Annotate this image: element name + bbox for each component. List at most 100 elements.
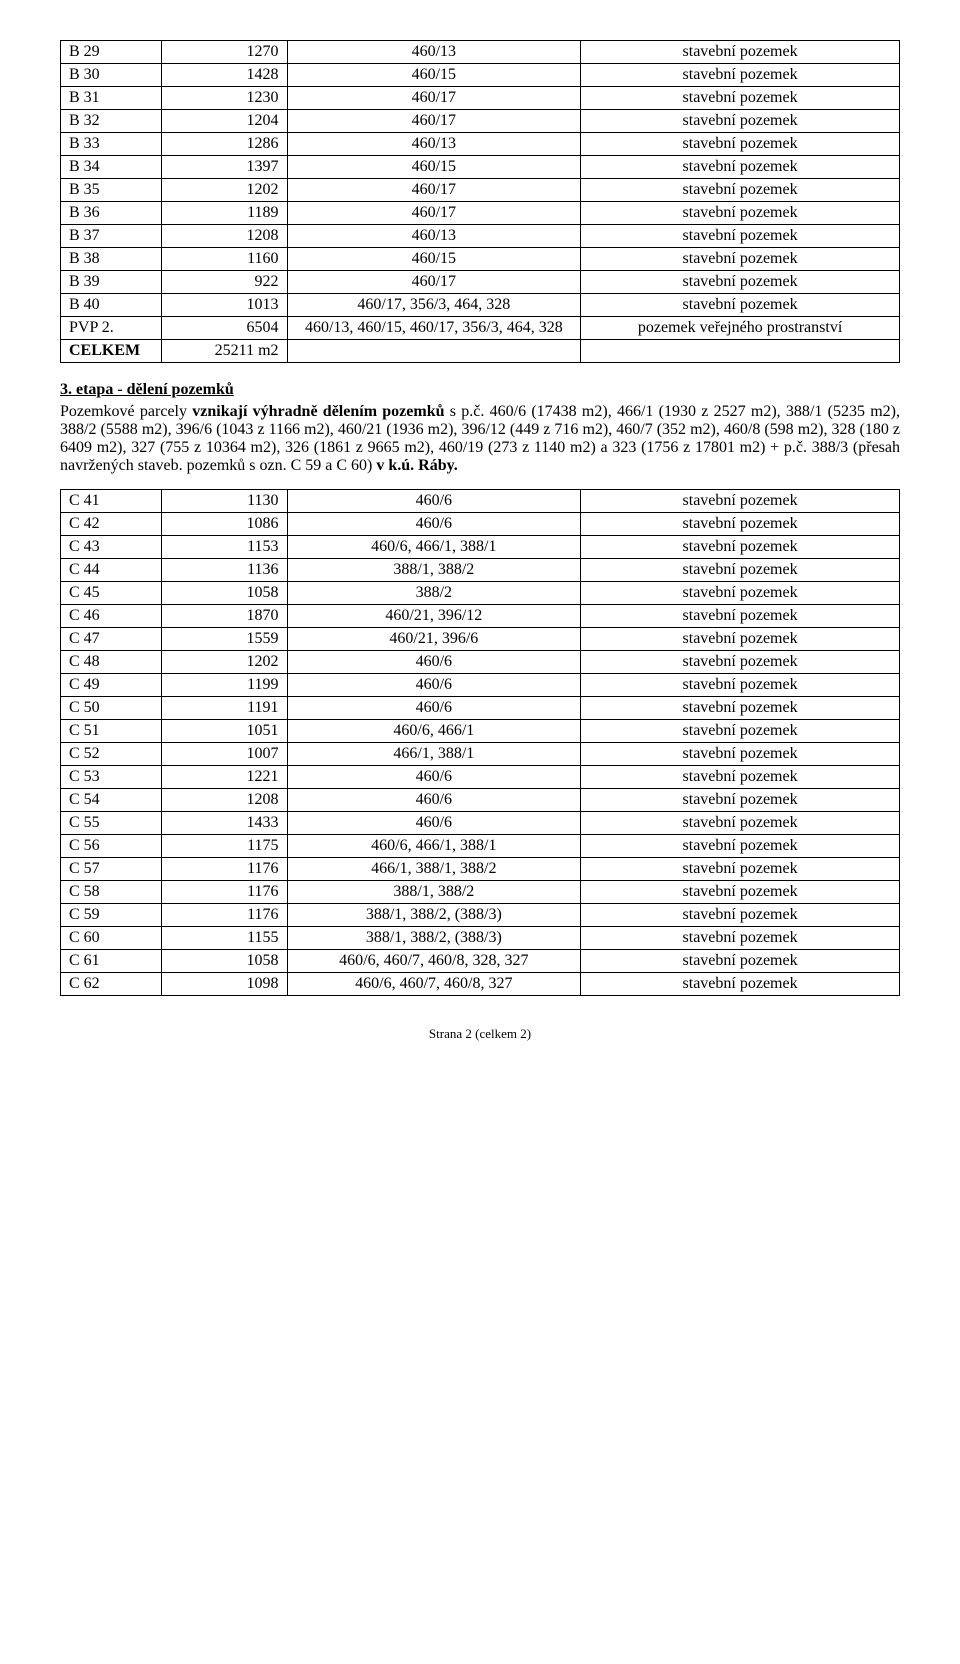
table-cell: C 58 <box>61 881 162 904</box>
table-cell: C 47 <box>61 628 162 651</box>
table-cell: C 53 <box>61 766 162 789</box>
table-cell: stavební pozemek <box>581 64 900 87</box>
table-cell: 1007 <box>161 743 287 766</box>
table-row: B 381160460/15stavební pozemek <box>61 248 900 271</box>
section-body: Pozemkové parcely vznikají výhradně děle… <box>60 403 900 475</box>
table-cell: 1160 <box>161 248 287 271</box>
table-cell: C 50 <box>61 697 162 720</box>
table-cell: stavební pozemek <box>581 674 900 697</box>
table-cell: 388/1, 388/2, (388/3) <box>287 927 581 950</box>
table-cell: 1130 <box>161 490 287 513</box>
table-cell: 460/6 <box>287 513 581 536</box>
table-cell: C 59 <box>61 904 162 927</box>
table-cell: C 55 <box>61 812 162 835</box>
table-row: B 321204460/17stavební pozemek <box>61 110 900 133</box>
table-cell: 460/13 <box>287 41 581 64</box>
table-cell: 1098 <box>161 973 287 996</box>
table-cell: stavební pozemek <box>581 950 900 973</box>
table-cell: B 36 <box>61 202 162 225</box>
table-cell: stavební pozemek <box>581 904 900 927</box>
table-cell: 388/1, 388/2 <box>287 881 581 904</box>
table-cell: 460/6 <box>287 697 581 720</box>
table-cell: B 37 <box>61 225 162 248</box>
table-cell: 460/13 <box>287 133 581 156</box>
table-cell: stavební pozemek <box>581 490 900 513</box>
table-row: B 39922460/17stavební pozemek <box>61 271 900 294</box>
table-cell: 460/17 <box>287 271 581 294</box>
table-cell: 1176 <box>161 881 287 904</box>
table-cell: 460/15 <box>287 64 581 87</box>
table-cell: C 46 <box>61 605 162 628</box>
table-cell: 460/17 <box>287 202 581 225</box>
table-cell: C 45 <box>61 582 162 605</box>
table-cell: stavební pozemek <box>581 536 900 559</box>
table-cell: 1286 <box>161 133 287 156</box>
table-cell: 460/6 <box>287 789 581 812</box>
table-row: C 481202460/6stavební pozemek <box>61 651 900 674</box>
table-cell: 1433 <box>161 812 287 835</box>
table-cell: 1397 <box>161 156 287 179</box>
table-cell: C 61 <box>61 950 162 973</box>
table-cell: 460/15 <box>287 156 581 179</box>
table-row: C 621098460/6, 460/7, 460/8, 327stavební… <box>61 973 900 996</box>
table-row: C 521007466/1, 388/1stavební pozemek <box>61 743 900 766</box>
table-cell: C 43 <box>61 536 162 559</box>
table-cell: stavební pozemek <box>581 835 900 858</box>
table-row: C 431153460/6, 466/1, 388/1stavební poze… <box>61 536 900 559</box>
table-cell: stavební pozemek <box>581 248 900 271</box>
table-cell: 1559 <box>161 628 287 651</box>
table-cell: stavební pozemek <box>581 766 900 789</box>
table-cell: 1153 <box>161 536 287 559</box>
table-cell: stavební pozemek <box>581 202 900 225</box>
table-row: C 421086460/6stavební pozemek <box>61 513 900 536</box>
table-cell: 1086 <box>161 513 287 536</box>
table-cell: 466/1, 388/1, 388/2 <box>287 858 581 881</box>
table-row: C 511051460/6, 466/1stavební pozemek <box>61 720 900 743</box>
table-cell: 1175 <box>161 835 287 858</box>
table-row: B 311230460/17stavební pozemek <box>61 87 900 110</box>
table-cell: 1428 <box>161 64 287 87</box>
table-cell: B 31 <box>61 87 162 110</box>
table-cell: B 38 <box>61 248 162 271</box>
table-cell: 460/13 <box>287 225 581 248</box>
table-cell: 460/6 <box>287 674 581 697</box>
table-cell: stavební pozemek <box>581 41 900 64</box>
table-row: C 461870460/21, 396/12stavební pozemek <box>61 605 900 628</box>
table-cell: 460/6, 460/7, 460/8, 327 <box>287 973 581 996</box>
table-cell: 1230 <box>161 87 287 110</box>
table-cell: C 51 <box>61 720 162 743</box>
table-cell: PVP 2. <box>61 317 162 340</box>
table-2: C 411130460/6stavební pozemekC 421086460… <box>60 489 900 996</box>
table-cell: 460/15 <box>287 248 581 271</box>
table-cell: 460/17 <box>287 87 581 110</box>
table-cell: C 54 <box>61 789 162 812</box>
table-row: B 341397460/15stavební pozemek <box>61 156 900 179</box>
table-cell: 1176 <box>161 904 287 927</box>
table-cell: 388/1, 388/2, (388/3) <box>287 904 581 927</box>
table-cell: stavební pozemek <box>581 789 900 812</box>
table-cell: 460/21, 396/6 <box>287 628 581 651</box>
page-footer: Strana 2 (celkem 2) <box>60 1026 900 1042</box>
table-cell: stavební pozemek <box>581 628 900 651</box>
table-cell: 1189 <box>161 202 287 225</box>
table-cell: 1051 <box>161 720 287 743</box>
table-cell: B 33 <box>61 133 162 156</box>
table-cell: stavební pozemek <box>581 559 900 582</box>
table-cell: 388/2 <box>287 582 581 605</box>
table-cell: B 29 <box>61 41 162 64</box>
table-row: B 361189460/17stavební pozemek <box>61 202 900 225</box>
table-cell: 1058 <box>161 582 287 605</box>
table-cell: 25211 m2 <box>161 340 287 363</box>
table-row: C 571176466/1, 388/1, 388/2stavební poze… <box>61 858 900 881</box>
table-cell: stavební pozemek <box>581 605 900 628</box>
table-cell: stavební pozemek <box>581 225 900 248</box>
table-cell: stavební pozemek <box>581 881 900 904</box>
table-row: C 561175460/6, 466/1, 388/1stavební poze… <box>61 835 900 858</box>
table-cell: 460/6, 466/1, 388/1 <box>287 835 581 858</box>
table-cell: 460/6, 460/7, 460/8, 328, 327 <box>287 950 581 973</box>
table-cell: stavební pozemek <box>581 271 900 294</box>
table-cell: 1199 <box>161 674 287 697</box>
table-cell: 1013 <box>161 294 287 317</box>
table-cell: 1058 <box>161 950 287 973</box>
table-row: B 331286460/13stavební pozemek <box>61 133 900 156</box>
